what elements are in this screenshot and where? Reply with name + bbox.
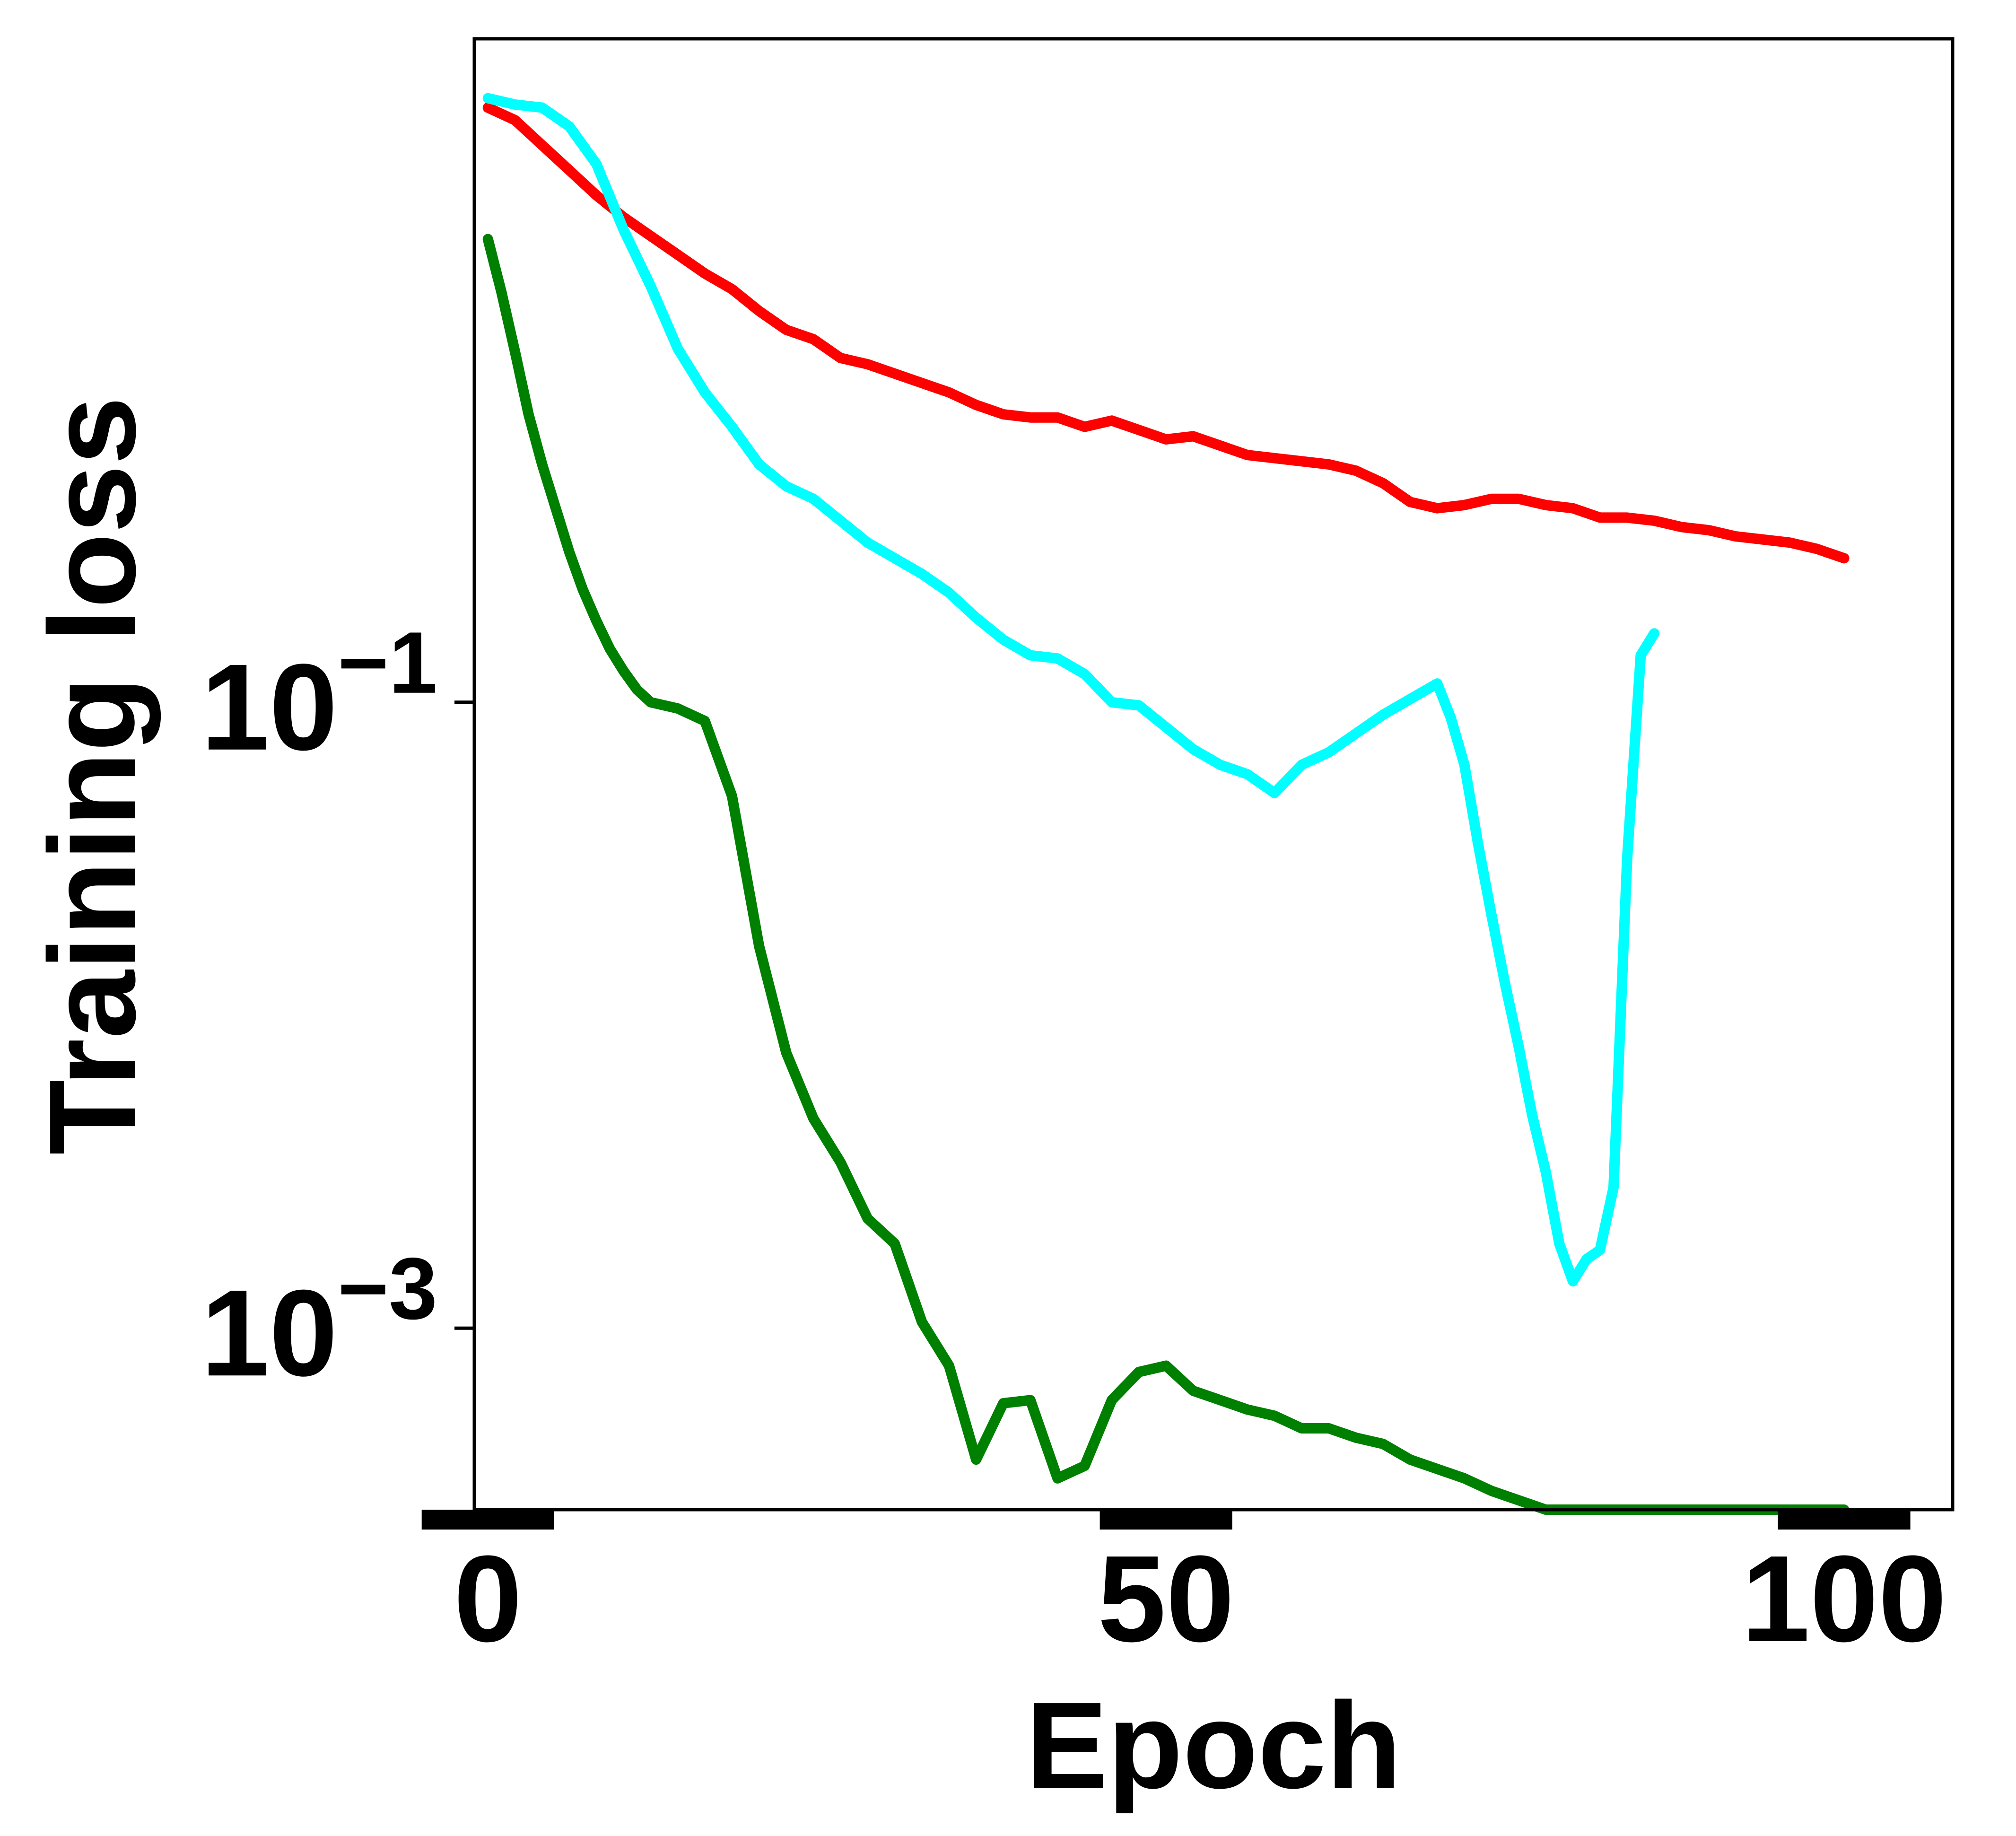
x-tick-mark — [1100, 1510, 1232, 1530]
y-axis-title: Training loss — [24, 396, 162, 1155]
x-tick-label: 100 — [1742, 1530, 1947, 1668]
x-tick-mark — [1778, 1510, 1911, 1530]
series-layer — [482, 93, 1850, 1515]
y-tick-label: 10−1 — [201, 614, 437, 776]
x-tick-label: 0 — [454, 1530, 522, 1668]
plot-frame — [472, 37, 1955, 1512]
tick-layer: 0 50 100 10−1 10−3 — [201, 614, 1947, 1668]
y-tick-label: 10−3 — [201, 1240, 437, 1402]
series-line-2 — [482, 93, 1660, 1286]
x-tick-mark — [421, 1510, 554, 1530]
series-line-3 — [482, 234, 1850, 1515]
x-tick-label: 50 — [1098, 1530, 1234, 1668]
series-line-1 — [482, 102, 1850, 564]
x-axis-title: Epoch — [1026, 1677, 1401, 1815]
